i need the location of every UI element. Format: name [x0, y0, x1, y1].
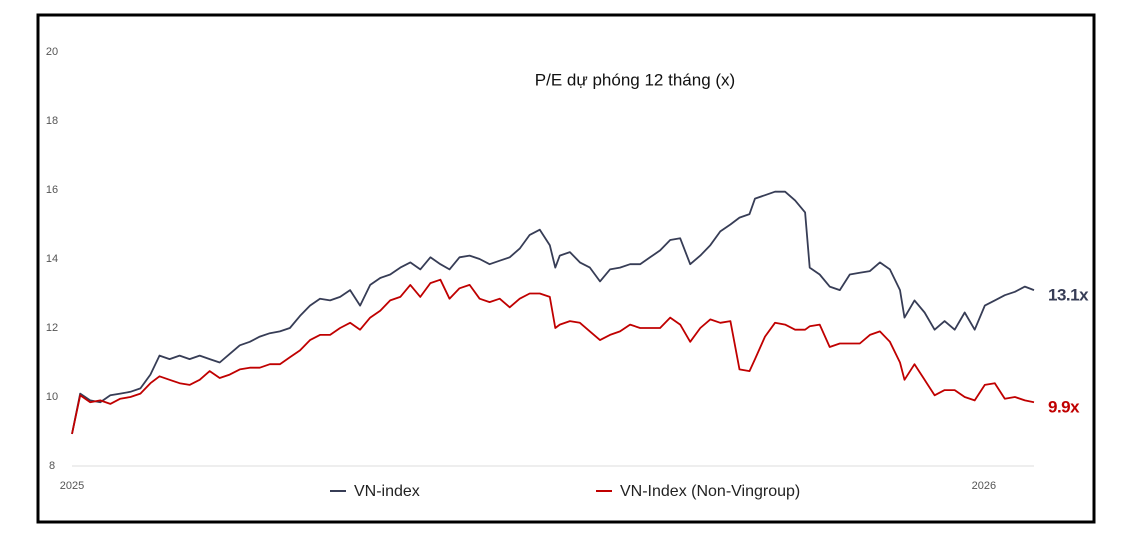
- y-tick-label: 16: [46, 184, 58, 196]
- legend-label: VN-index: [354, 483, 420, 500]
- y-tick-label: 20: [46, 46, 58, 58]
- y-tick-label: 12: [46, 322, 58, 334]
- y-tick-label: 18: [46, 115, 58, 127]
- series-line: [71, 278, 1035, 435]
- end-label: 9.9x: [1048, 398, 1080, 417]
- end-label: 13.1x: [1048, 286, 1089, 305]
- x-tick-label: 2025: [60, 480, 84, 492]
- y-tick-label: 14: [46, 253, 58, 265]
- series-line: [71, 190, 1035, 435]
- legend-label: VN-Index (Non-Vingroup): [620, 483, 800, 500]
- y-tick-label: 10: [46, 391, 58, 403]
- y-tick-label: 8: [49, 460, 55, 472]
- chart-title: P/E dự phóng 12 tháng (x): [535, 70, 735, 89]
- frame: [36, 13, 1096, 524]
- x-tick-label: 2026: [972, 480, 996, 492]
